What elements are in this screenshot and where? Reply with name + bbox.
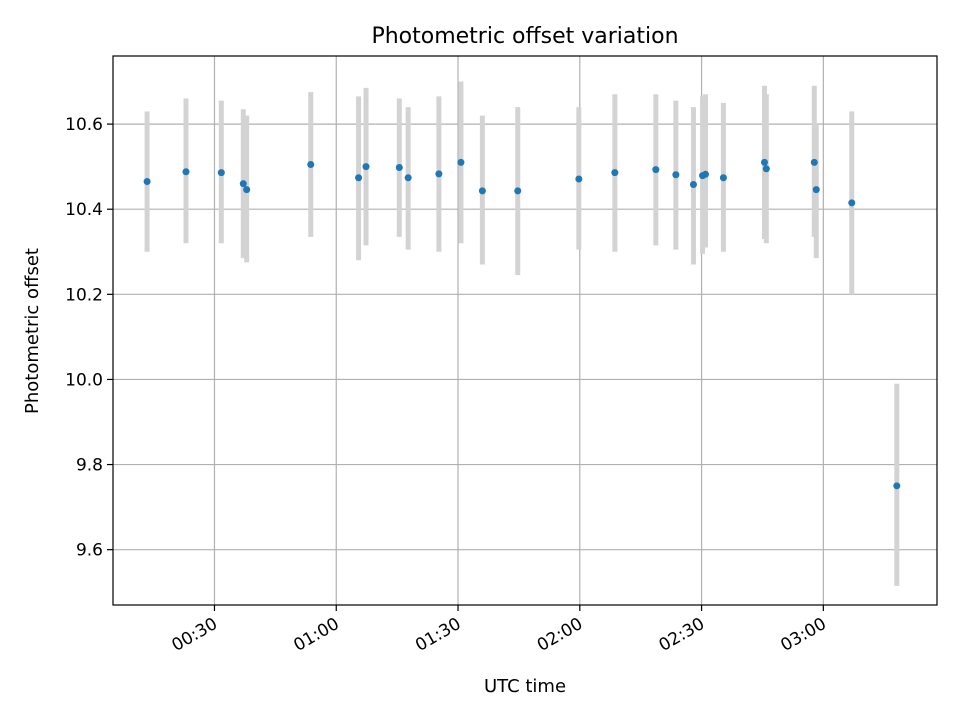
data-point xyxy=(762,165,770,173)
y-tick-label: 10.2 xyxy=(65,285,103,305)
x-axis-label: UTC time xyxy=(484,676,566,697)
data-point xyxy=(689,181,697,189)
data-points xyxy=(143,158,901,490)
data-point xyxy=(182,168,190,176)
data-point xyxy=(652,166,660,174)
data-point xyxy=(514,187,522,195)
data-point xyxy=(478,187,486,195)
data-point xyxy=(307,161,315,169)
data-point xyxy=(395,164,403,172)
x-tick-label: 00:30 xyxy=(169,614,221,656)
y-tick-label: 10.4 xyxy=(65,200,103,220)
y-tick-label: 10.0 xyxy=(65,370,103,390)
y-axis-label: Photometric offset xyxy=(22,248,43,414)
x-axis-ticks: 00:30 01:00 01:30 02:00 02:30 03:00 xyxy=(169,605,830,656)
data-point xyxy=(611,169,619,177)
data-point xyxy=(760,158,768,166)
data-point xyxy=(243,186,251,194)
x-tick-label: 01:30 xyxy=(412,614,464,656)
error-bars xyxy=(144,81,900,586)
data-point xyxy=(810,158,818,166)
data-point xyxy=(435,170,443,178)
y-axis-ticks: 9.6 9.8 10.0 10.2 10.4 10.6 xyxy=(65,115,113,561)
x-tick-label: 02:30 xyxy=(656,614,708,656)
x-tick-label: 03:00 xyxy=(777,614,829,656)
data-point xyxy=(457,158,465,166)
data-point xyxy=(812,186,820,194)
data-point xyxy=(362,163,370,171)
data-point xyxy=(848,199,856,207)
chart-title: Photometric offset variation xyxy=(371,24,678,49)
data-point xyxy=(893,482,901,490)
data-point xyxy=(719,174,727,182)
axes-frame xyxy=(112,55,938,606)
data-point xyxy=(355,174,363,182)
y-tick-label: 9.8 xyxy=(76,456,103,476)
y-tick-label: 10.6 xyxy=(65,115,103,135)
x-tick-label: 02:00 xyxy=(534,614,586,656)
y-tick-label: 9.6 xyxy=(76,541,103,561)
x-tick-label: 01:00 xyxy=(290,614,342,656)
data-point xyxy=(217,169,225,177)
data-point xyxy=(575,175,583,183)
data-point xyxy=(672,171,680,179)
data-point xyxy=(143,178,151,186)
data-point xyxy=(701,170,709,178)
data-point xyxy=(239,180,247,188)
data-point xyxy=(404,174,412,182)
